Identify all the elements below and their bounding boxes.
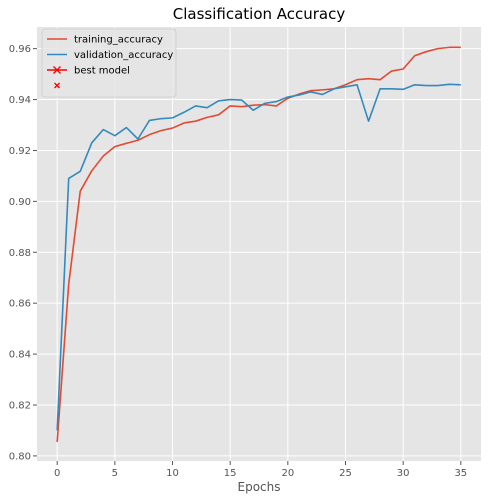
legend-label: training_accuracy — [74, 35, 163, 46]
x-tick-label: 15 — [224, 468, 237, 479]
chart-title: Classification Accuracy — [173, 5, 346, 23]
series-line-validation-accuracy — [56, 83, 461, 431]
x-tick-label: 5 — [112, 468, 118, 479]
y-axis: 0.80 0.82 0.84 0.86 0.88 0.90 0.92 0.94 0.96 — [9, 44, 37, 462]
x-tick-label: 10 — [166, 468, 179, 479]
series-lines — [56, 46, 461, 442]
y-tick-label: 0.96 — [9, 44, 31, 55]
x-tick-label: 25 — [339, 468, 352, 479]
x-tick-label: 0 — [54, 468, 60, 479]
y-tick-label: 0.94 — [9, 95, 31, 106]
y-tick-label: 0.86 — [9, 299, 31, 310]
y-tick-label: 0.90 — [9, 197, 31, 208]
legend-x-marker-unlabeled — [54, 82, 60, 89]
series-line-training-accuracy — [56, 46, 461, 442]
y-tick-label: 0.92 — [9, 146, 31, 157]
y-tick-label: 0.82 — [9, 401, 31, 412]
grid-lines — [37, 27, 481, 461]
legend: training_accuracy validation_accuracybest… — [41, 28, 177, 98]
legend-x-marker-best-model — [53, 66, 61, 74]
x-axis-label: Epochs — [238, 480, 281, 494]
legend-label: best model — [74, 66, 130, 77]
x-tick-label: 20 — [281, 468, 294, 479]
x-axis: 0 5 10 15 20 25 30 35 — [54, 461, 467, 479]
x-tick-label: 35 — [454, 468, 467, 479]
y-tick-label: 0.88 — [9, 248, 31, 259]
y-tick-label: 0.80 — [9, 451, 31, 462]
legend-label: validation_accuracy — [74, 50, 173, 61]
x-tick-label: 30 — [397, 468, 410, 479]
y-tick-label: 0.84 — [9, 350, 31, 361]
legend-box — [41, 28, 177, 98]
